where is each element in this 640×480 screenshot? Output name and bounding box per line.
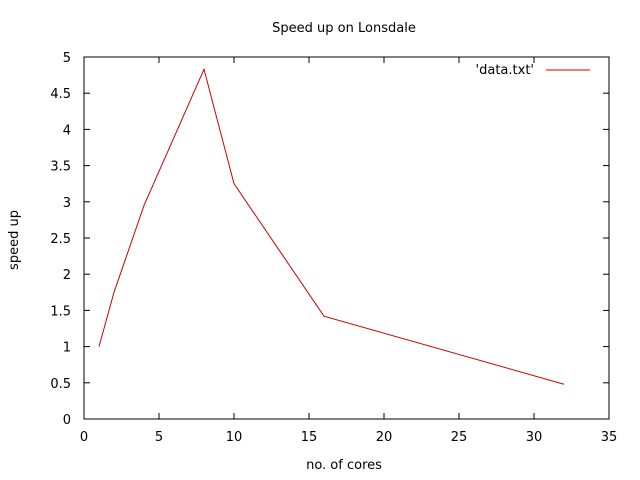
chart-title: Speed up on Lonsdale [272,21,416,36]
y-tick-label: 0.5 [50,377,71,392]
y-tick-label: 4 [63,123,71,138]
legend-label: 'data.txt' [476,63,534,78]
y-tick-label: 0 [63,413,71,428]
x-tick-label: 20 [376,430,393,445]
plot-frame [83,56,610,420]
x-tick-label: 10 [226,430,243,445]
y-tick-label: 5 [63,51,71,66]
y-tick-label: 4.5 [50,87,71,102]
y-tick-label: 2.5 [50,232,71,247]
y-tick-label: 3 [63,196,71,211]
x-tick-label: 25 [451,430,468,445]
x-axis: 0 5 10 15 20 25 30 35 [80,57,617,445]
x-tick-label: 30 [526,430,543,445]
series-group [98,67,565,385]
x-tick-label: 0 [80,430,88,445]
series-line [98,67,565,385]
y-tick-label: 1 [63,341,71,356]
y-axis: 0 0.5 1 1.5 2 2.5 3 3.5 4 4.5 5 [50,51,609,428]
y-tick-label: 2 [63,268,71,283]
x-tick-label: 35 [601,430,618,445]
y-tick-label: 3.5 [50,160,71,175]
legend: 'data.txt' [476,63,590,78]
x-axis-label: no. of cores [306,458,382,473]
x-tick-label: 15 [301,430,318,445]
y-tick-label: 1.5 [50,304,71,319]
y-axis-label: speed up [7,210,22,270]
x-tick-label: 5 [155,430,163,445]
